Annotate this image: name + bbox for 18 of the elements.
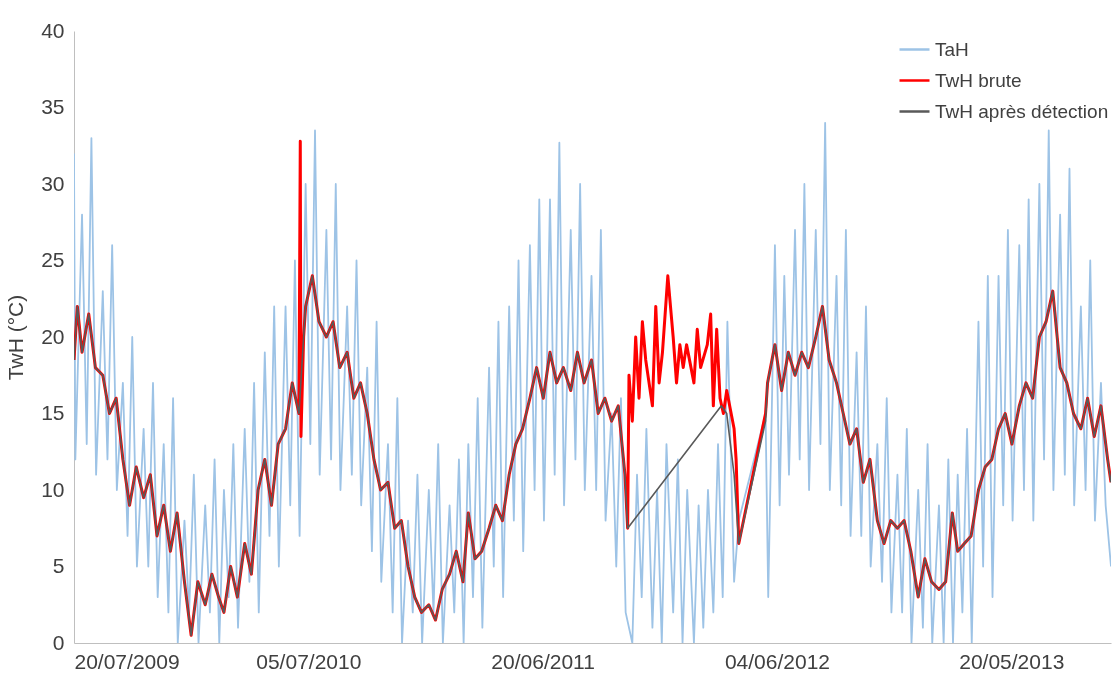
- x-tick-label: 20/07/2009: [74, 649, 180, 673]
- x-tick-label: 20/05/2013: [959, 649, 1065, 673]
- y-axis-title: TwH (°C): [4, 294, 28, 381]
- y-tick-label: 35: [41, 95, 65, 118]
- legend-label: TwH après détection: [935, 100, 1109, 122]
- y-tick-label: 10: [41, 477, 65, 501]
- y-tick-label: 0: [52, 630, 65, 654]
- y-tick-label: 30: [41, 171, 65, 195]
- x-tick-label: 05/07/2010: [256, 649, 362, 673]
- y-tick-label: 5: [52, 554, 65, 577]
- y-tick-label: 40: [41, 18, 65, 42]
- y-tick-label: 20: [41, 324, 65, 348]
- y-tick-label: 15: [41, 401, 65, 424]
- legend-label: TwH brute: [935, 69, 1022, 91]
- legend-label: TaH: [935, 38, 969, 60]
- x-tick-label: 04/06/2012: [724, 649, 830, 673]
- y-tick-label: 25: [41, 248, 65, 271]
- x-tick-label: 20/06/2011: [491, 649, 595, 673]
